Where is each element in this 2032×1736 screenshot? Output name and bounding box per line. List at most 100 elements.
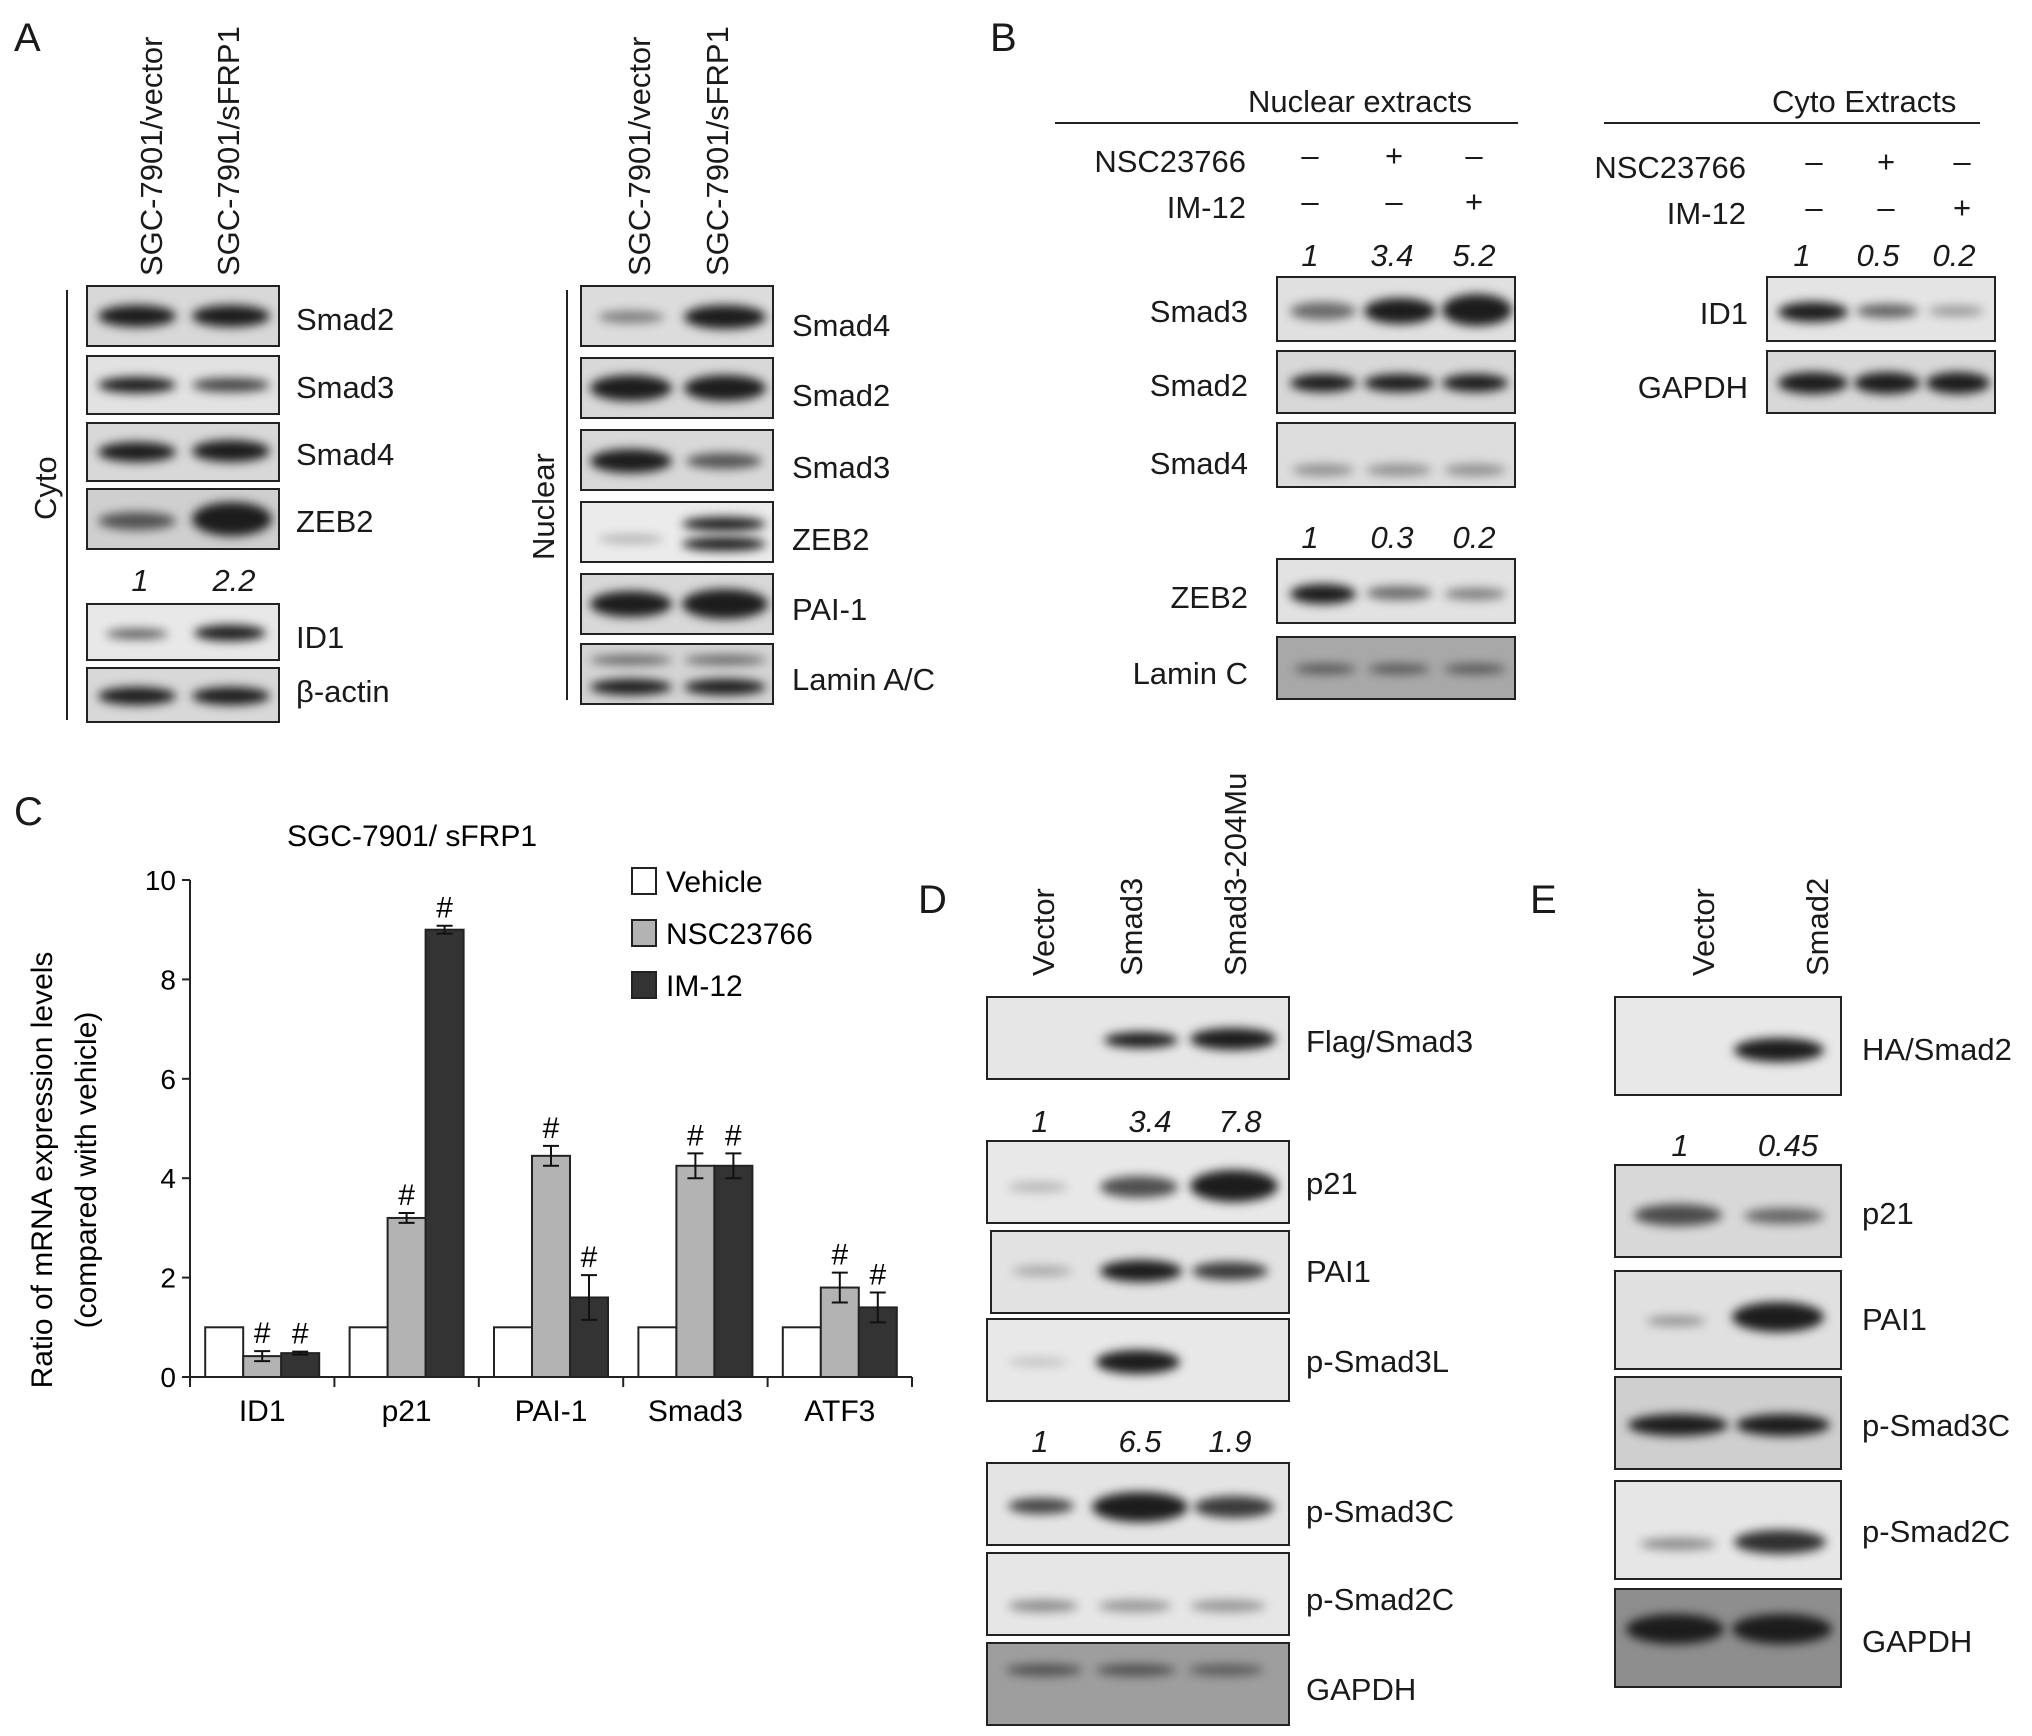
blot-label: ZEB2 [296,504,374,539]
treatment-sign: – [1953,144,1971,179]
treatment-label: IM-12 [1166,190,1246,225]
treatment-sign: – [1805,144,1823,179]
blot-zeb2-b [1276,558,1516,624]
quant-value: 1 [1671,1128,1689,1163]
treatment-sign: – [1385,184,1403,219]
blot-label: GAPDH [1306,1672,1417,1707]
quant-value: 3.4 [1370,238,1414,273]
blot-label: ZEB2 [792,522,870,557]
treatment-sign: + [1876,144,1896,179]
legend-label: NSC23766 [666,918,813,951]
y-axis-label-line2: (compared with vehicle) [70,1012,103,1329]
panel-label-d: D [918,878,947,922]
legend-label: IM-12 [666,970,743,1003]
quant-value: 2.2 [212,563,256,598]
blot-label: Smad3 [296,370,395,405]
bar [713,1164,754,1378]
blot-smad3-nuclear [580,429,774,491]
blot-label: Flag/Smad3 [1306,1024,1474,1059]
blot-label: HA/Smad2 [1862,1032,2012,1067]
quant-value: 6.5 [1118,1424,1162,1459]
treatment-sign: – [1877,190,1895,225]
quant-value: 0.45 [1757,1128,1819,1163]
y-tick-label: 6 [160,1064,176,1095]
blot-beta-actin [86,667,280,723]
bar [386,1216,427,1378]
legend-label: Vehicle [666,866,763,899]
significance-mark: # [687,1119,704,1152]
blot-p-smad3c-e [1614,1376,1842,1470]
blot-lamin-c [1276,636,1516,700]
blot-label: p-Smad3C [1306,1494,1455,1529]
quant-value: 1.9 [1208,1424,1252,1459]
bar [531,1154,571,1378]
blot-label: Smad4 [792,308,891,343]
treatment-sign: – [1805,190,1823,225]
blot-smad2-b [1276,350,1516,414]
significance-mark: # [869,1259,886,1292]
nuclear-label: Nuclear [526,453,561,560]
significance-mark: # [831,1239,848,1272]
blot-flag-smad3 [986,996,1290,1080]
blot-p-smad2c-d [986,1552,1290,1636]
blot-smad3-b [1276,276,1516,342]
blot-pai1-d [990,1230,1290,1314]
quant-value: 7.8 [1218,1104,1262,1139]
quant-value: 0.5 [1856,238,1900,273]
blot-label: Lamin C [1132,656,1248,691]
x-tick-label: Smad3 [648,1395,743,1428]
quant-value: 0.2 [1452,520,1496,555]
y-tick-label: 0 [160,1362,176,1393]
blot-label: ID1 [296,620,345,655]
bar [781,1326,822,1378]
header-rule [1604,122,1980,124]
significance-mark: # [543,1112,560,1145]
blot-label: GAPDH [1637,370,1748,405]
bar [493,1326,533,1378]
quant-value: 3.4 [1128,1104,1172,1139]
treatment-sign: – [1301,184,1319,219]
blot-p-smad2c-e [1614,1480,1842,1580]
bar [637,1326,678,1378]
legend-swatch [631,971,657,999]
blot-gapdh-d [986,1642,1290,1726]
blot-id1-b [1766,276,1996,342]
lane-label-vector: SGC-7901/vector [134,36,169,277]
blot-smad4 [86,422,280,482]
blot-smad4-nuclear [580,285,774,347]
x-tick-label: ID1 [239,1395,286,1428]
quant-value: 1 [1031,1424,1049,1459]
blot-label: PAI1 [1862,1302,1927,1337]
quant-value: 1 [1793,238,1811,273]
significance-mark: # [292,1318,309,1351]
x-tick-label: p21 [382,1395,432,1428]
quant-value: 0.2 [1932,238,1976,273]
x-tick-label: PAI-1 [515,1395,588,1428]
blot-smad2-nuclear [580,357,774,419]
treatment-sign: + [1952,190,1972,225]
bar [424,928,465,1378]
y-tick-label: 2 [160,1263,176,1294]
lane-label: Smad3-204Mu [1218,772,1253,976]
significance-mark: # [581,1241,598,1274]
blot-label: Lamin A/C [792,662,936,697]
bar [675,1164,716,1378]
significance-mark: # [254,1317,271,1350]
chart-title: SGC-7901/ sFRP1 [287,820,537,853]
quant-value: 1 [1301,520,1319,555]
blot-label: PAI-1 [792,592,868,627]
blot-zeb2-nuclear [580,501,774,563]
blot-label: p-Smad3L [1306,1344,1450,1379]
quant-value: 0.3 [1370,520,1414,555]
panel-label-a: A [14,16,41,60]
blot-p-smad3c-d [986,1462,1290,1546]
blot-label: Smad3 [1149,294,1248,329]
blot-label: Smad4 [1149,446,1248,481]
blot-ha-smad2 [1614,996,1842,1096]
blot-label: Smad3 [792,450,891,485]
blot-smad3 [86,355,280,415]
y-tick-label: 10 [145,865,176,896]
quant-value: 5.2 [1452,238,1496,273]
bar [280,1352,321,1378]
blot-pai1-nuclear [580,573,774,635]
